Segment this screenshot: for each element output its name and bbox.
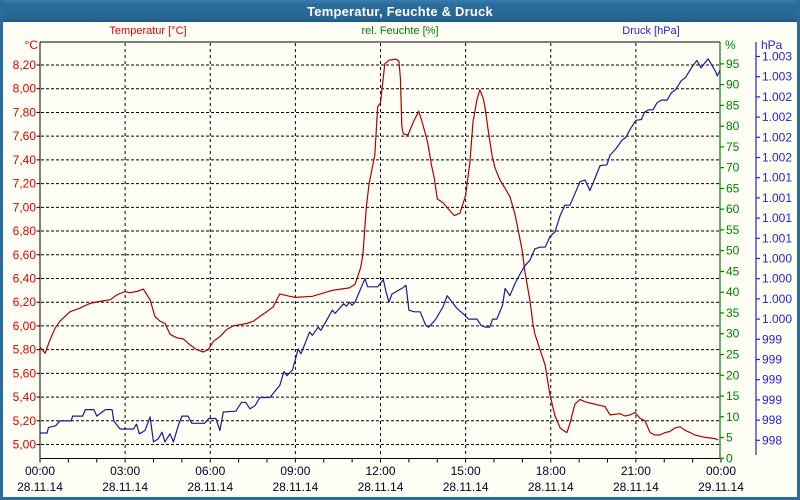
x-axis-time-label: 12:00 [365,464,395,478]
pressure-axis-unit: hPa [761,38,783,52]
temp-axis-tick-label: 5,00 [13,438,37,452]
temp-axis-tick-label: 8,00 [13,82,37,96]
temp-axis-tick-label: 6,60 [13,248,37,262]
temp-axis-tick-label: 7,40 [13,153,37,167]
x-axis-time-label: 09:00 [280,464,310,478]
pressure-curve [39,58,721,443]
temp-axis-tick-label: 5,20 [13,414,37,428]
pressure-axis-tick-label: 999 [762,353,782,367]
humidity-axis-tick-label: 95 [726,57,740,71]
x-axis-time-label: 21:00 [621,464,651,478]
humidity-axis-tick-label: 45 [726,264,740,278]
x-axis-date-label: 29.11.14 [698,480,744,494]
pressure-axis-tick-label: 998 [762,413,782,427]
temp-axis-tick-label: 7,60 [13,129,37,143]
humidity-axis-tick-label: 90 [726,78,740,92]
x-axis-date-label: 28.11.14 [272,480,318,494]
temp-axis-tick-label: 7,00 [13,200,37,214]
window-title: Temperatur, Feuchte & Druck [307,3,493,19]
x-axis-time-label: 18:00 [536,464,566,478]
pressure-axis-tick-label: 998 [762,433,782,447]
pressure-axis-tick-label: 1.003 [762,70,792,84]
x-axis-date-label: 28.11.14 [528,480,574,494]
window-titlebar: Temperatur, Feuchte & Druck [3,0,797,22]
humidity-axis-tick-label: 75 [726,140,740,154]
pressure-axis-tick-label: 1.001 [762,231,792,245]
pressure-axis-tick-label: 1.000 [762,252,792,266]
humidity-axis-tick-label: 70 [726,161,740,175]
humidity-axis-tick-label: 0 [726,451,733,465]
temp-axis-tick-label: 6,40 [13,271,37,285]
temp-axis-tick-label: 6,00 [13,319,37,333]
x-axis-date-label: 28.11.14 [358,480,404,494]
pressure-axis-tick-label: 999 [762,332,782,346]
temp-axis-tick-label: 5,40 [13,390,37,404]
x-axis-date-label: 28.11.14 [187,480,233,494]
x-axis-time-label: 06:00 [195,464,225,478]
humidity-axis-tick-label: 65 [726,181,740,195]
pressure-axis-tick-label: 1.002 [762,151,792,165]
humidity-axis-tick-label: 55 [726,223,740,237]
pressure-axis-tick-label: 1.002 [762,90,792,104]
temp-axis-tick-label: 7,80 [13,105,37,119]
legend-pressure: Druck [hPa] [622,25,680,37]
pressure-axis-tick-label: 1.001 [762,191,792,205]
pressure-axis-tick-label: 1.002 [762,110,792,124]
humidity-axis-tick-label: 10 [726,410,740,424]
humidity-axis-tick-label: 5 [726,431,733,445]
humidity-axis-tick-label: 85 [726,98,740,112]
pressure-axis-tick-label: 1.003 [762,50,792,64]
pressure-axis-tick-label: 999 [762,393,782,407]
temperature-curve [39,58,719,441]
temp-axis-tick-label: 5,80 [13,343,37,357]
x-axis-date-label: 28.11.14 [102,480,148,494]
temp-axis-tick-label: 5,60 [13,366,37,380]
humidity-axis-tick-label: 60 [726,202,740,216]
x-axis-time-label: 03:00 [110,464,140,478]
x-axis-date-label: 28.11.14 [17,480,63,494]
legend-humidity: rel. Feuchte [%] [361,25,439,37]
pressure-axis-tick-label: 1.000 [762,312,792,326]
temp-axis-tick-label: 6,20 [13,295,37,309]
humidity-axis-tick-label: 80 [726,119,740,133]
x-axis-date-label: 28.11.14 [613,480,659,494]
humidity-axis-tick-label: 25 [726,348,740,362]
humidity-axis-tick-label: 30 [726,327,740,341]
temp-axis-unit: °C [25,38,39,52]
temp-axis-tick-label: 6,80 [13,224,37,238]
pressure-axis-tick-label: 1.001 [762,171,792,185]
x-axis-time-label: 00:00 [706,464,736,478]
pressure-axis-tick-label: 1.002 [762,130,792,144]
temp-axis-tick-label: 8,20 [13,58,37,72]
humidity-axis-unit: % [725,38,736,52]
humidity-axis-tick-label: 15 [726,389,740,403]
pressure-axis-tick-label: 1.001 [762,211,792,225]
pressure-axis-tick-label: 999 [762,373,782,387]
humidity-axis-tick-label: 40 [726,285,740,299]
temp-axis-tick-label: 7,20 [13,177,37,191]
pressure-axis-tick-label: 1.000 [762,292,792,306]
x-axis-time-label: 15:00 [451,464,481,478]
x-axis-date-label: 28.11.14 [443,480,489,494]
humidity-axis-tick-label: 35 [726,306,740,320]
legend-temperature: Temperatur [°C] [109,25,187,37]
x-axis-time-label: 00:00 [25,464,55,478]
pressure-axis-tick-label: 1.000 [762,272,792,286]
humidity-axis-tick-label: 20 [726,368,740,382]
humidity-axis-tick-label: 50 [726,244,740,258]
